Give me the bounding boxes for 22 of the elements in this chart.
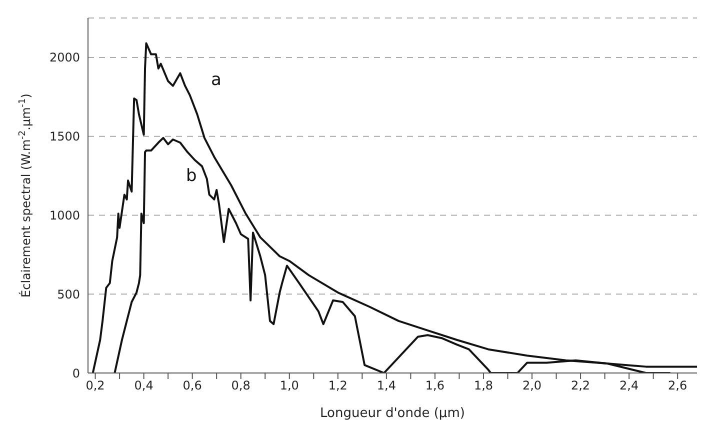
y-tick-label: 1500 — [49, 130, 80, 144]
x-tick-label: 2,2 — [570, 378, 590, 393]
x-tick-label: 1,2 — [328, 378, 348, 393]
x-tick-label: 1,6 — [425, 378, 445, 393]
annotation: b — [186, 166, 197, 186]
y-tick-label: 0 — [72, 366, 80, 380]
y-tick-label: 1000 — [49, 208, 80, 222]
line-series — [92, 42, 697, 373]
annotation: a — [211, 70, 222, 90]
x-tick-label: 0,2 — [86, 378, 105, 393]
y-tick-label: 2000 — [49, 50, 80, 65]
y-tick-label: 500 — [57, 287, 80, 302]
x-tick-label: 2,4 — [620, 378, 639, 393]
x-tick-label: 0,8 — [231, 378, 250, 393]
x-tick-label: 1,4 — [376, 378, 396, 393]
x-tick-label: 1,8 — [474, 378, 494, 393]
x-tick-label: 0,6 — [182, 378, 202, 393]
x-tick-label: 0,4 — [134, 378, 154, 393]
x-tick-label: 2,0 — [522, 378, 542, 393]
x-tick-label: 2,6 — [668, 378, 688, 393]
x-tick-label: 1,0 — [280, 378, 299, 393]
x-axis-title: Longueur d'onde (µm) — [320, 406, 465, 421]
